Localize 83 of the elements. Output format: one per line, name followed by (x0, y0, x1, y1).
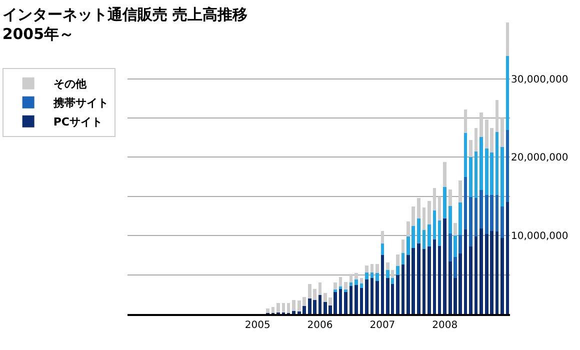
bar (338, 277, 342, 287)
bar (469, 157, 473, 198)
x-tick-label: 2008 (432, 320, 458, 331)
bar (276, 303, 280, 312)
bar (360, 288, 364, 314)
bar (380, 255, 384, 314)
bar (344, 292, 348, 314)
bar (354, 284, 358, 314)
bar (360, 278, 364, 284)
bar (495, 132, 499, 195)
x-tick-label: 2007 (370, 320, 396, 331)
bar (443, 162, 447, 187)
bar (396, 274, 400, 314)
bar (474, 152, 478, 198)
bar (500, 238, 504, 314)
bar (443, 186, 447, 218)
bar (318, 295, 322, 314)
bar (365, 272, 368, 280)
x-tick-label: 2005 (244, 320, 270, 331)
legend-label: PCサイト (53, 116, 102, 129)
bar (422, 230, 426, 249)
bar (500, 118, 504, 148)
legend-label: 携帯サイト (52, 96, 108, 110)
bar (386, 270, 390, 278)
bar (344, 282, 348, 290)
bar (464, 132, 468, 177)
bar (458, 202, 462, 235)
bar (480, 228, 483, 314)
bar (453, 223, 457, 236)
bar (396, 254, 400, 266)
bar (365, 265, 368, 272)
bar (417, 198, 420, 218)
bar (365, 280, 368, 314)
bar (443, 218, 447, 314)
chart-subtitle: 2005年～ (2, 24, 74, 43)
bar (427, 246, 431, 314)
bar (349, 282, 353, 286)
bar (495, 232, 499, 314)
bar (480, 136, 483, 190)
bar (480, 112, 483, 137)
bar (390, 270, 394, 278)
y-tick-label: 20,000,000 (511, 152, 568, 164)
bar (417, 243, 420, 314)
bar (500, 147, 504, 207)
bar (469, 140, 473, 158)
bar (469, 246, 473, 314)
bar (386, 262, 390, 270)
bar (282, 303, 286, 312)
bar (427, 201, 431, 225)
bar (474, 198, 478, 236)
bar (266, 308, 270, 314)
bar (480, 190, 483, 229)
bar (401, 264, 405, 314)
bar (375, 264, 379, 274)
bar (375, 281, 379, 314)
x-tick-label: 2006 (307, 320, 333, 331)
bar (458, 234, 462, 254)
bar (292, 310, 296, 314)
legend-label: その他 (53, 78, 88, 91)
y-tick-label: 10,000,000 (511, 231, 568, 242)
bar (438, 220, 442, 246)
bar (432, 240, 436, 314)
bar (354, 273, 358, 280)
bar (396, 266, 400, 275)
y-tick-label: 30,000,000 (511, 74, 568, 86)
bar (334, 282, 338, 290)
bar (458, 180, 462, 203)
bar (469, 197, 473, 247)
bar (506, 56, 510, 130)
bar (344, 290, 348, 292)
bar (500, 206, 504, 238)
bar (448, 189, 452, 206)
bar (375, 273, 379, 282)
bar (401, 240, 405, 253)
bar (417, 218, 420, 244)
bar (427, 224, 431, 247)
bar (292, 300, 296, 311)
bar (448, 206, 452, 234)
bar (464, 109, 468, 133)
chart-title: インターネット通信販売 売上高推移 (2, 5, 248, 24)
bar (354, 280, 358, 285)
bar (453, 236, 457, 257)
bar (474, 128, 478, 152)
